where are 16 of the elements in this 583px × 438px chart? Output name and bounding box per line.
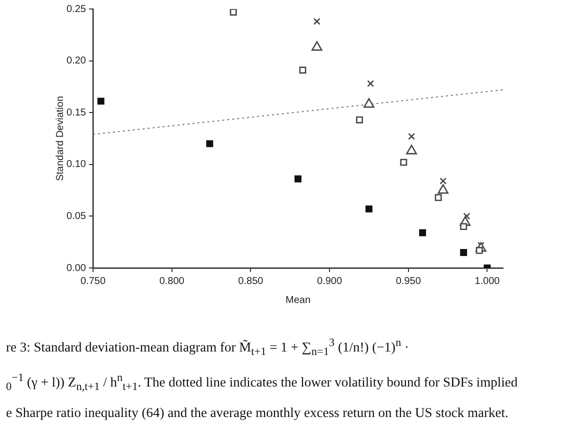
y-tick-label: 0.05: [66, 210, 86, 222]
text: re 3: Standard deviation-mean diagram for M̃$_{t+1}$ = 1 + ∑$_{n=1}$$^{3}$ (1/n!) (−1)$^{n}$ ·: [6, 336, 410, 360]
y-tick-label: 0.20: [66, 56, 86, 67]
text: e Sharpe ratio inequality (64) and the average monthly excess return on the US stock market.: [6, 404, 510, 422]
x-tick-label: 0.950: [396, 276, 422, 287]
x-tick-label: 0.850: [238, 276, 264, 287]
y-tick-label: 0.00: [66, 262, 86, 274]
y-axis-title: Standard Deviation: [54, 96, 66, 182]
x-tick-label: 1.000: [474, 276, 500, 287]
y-tick-label: 0.25: [66, 4, 86, 15]
x-tick-label: 0.750: [80, 276, 106, 287]
x-tick-label: 0.900: [317, 276, 342, 287]
y-tick-label: 0.10: [66, 159, 86, 170]
x-tick-label: 0.800: [159, 276, 185, 287]
y-tick-label: 0.15: [66, 107, 86, 118]
x-axis-title: Mean: [285, 294, 311, 306]
